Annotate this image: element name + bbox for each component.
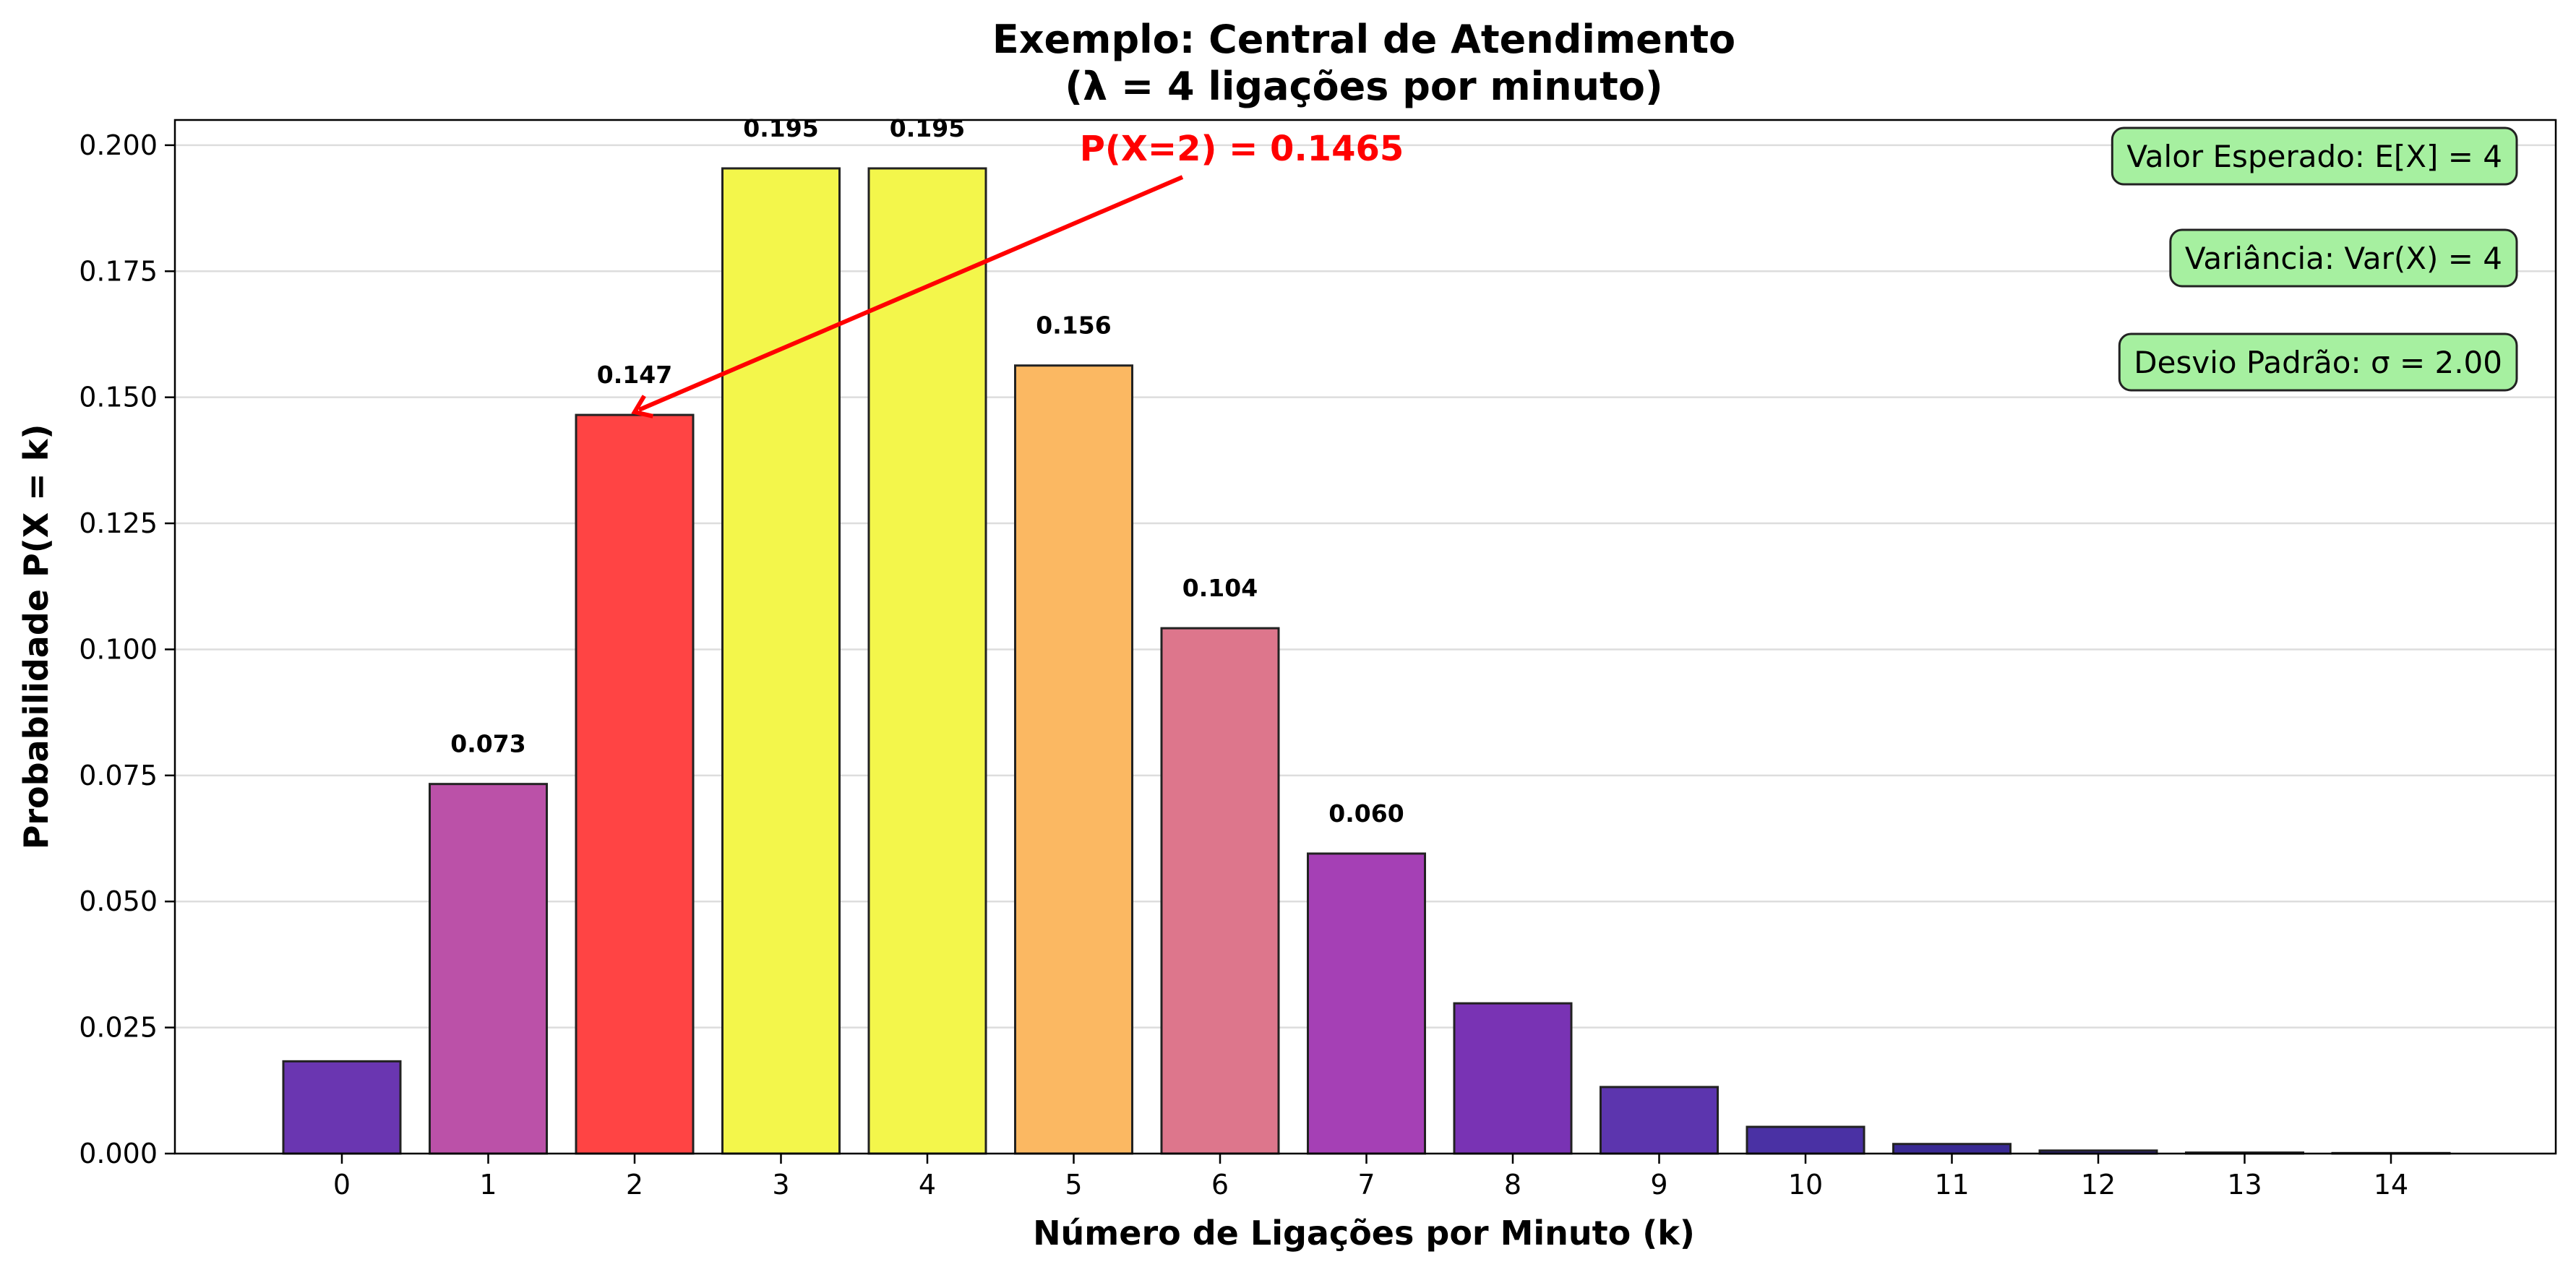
stat-text: Variância: Var(X) = 4	[2185, 241, 2502, 276]
y-tick-label: 0.100	[79, 633, 158, 665]
gridlines	[175, 144, 2556, 1155]
data-label: 0.060	[1328, 799, 1404, 828]
bar-k-2	[575, 413, 695, 1155]
x-tick-label: 7	[1357, 1169, 1375, 1201]
x-tick-label: 6	[1211, 1169, 1229, 1201]
bar-k-10	[1746, 1125, 1866, 1155]
data-label: 0.195	[743, 114, 818, 142]
stats-boxes: Valor Esperado: E[X] = 4 Variância: Var(X…	[2111, 126, 2518, 392]
bar-k-9	[1600, 1086, 1719, 1155]
bar-k-11	[1892, 1143, 2012, 1155]
annotation-arrowhead	[631, 395, 654, 418]
bar-k-4	[867, 167, 987, 1155]
data-label: 0.147	[597, 361, 672, 389]
x-tick-label: 14	[2374, 1169, 2408, 1201]
bar-k-7	[1307, 852, 1426, 1155]
chart-title-line2: (λ = 4 ligações por minuto)	[1065, 64, 1662, 109]
y-tick-label: 0.175	[79, 255, 158, 287]
x-tick-label: 5	[1065, 1169, 1082, 1201]
x-tick-label: 3	[772, 1169, 789, 1201]
x-axis-ticks: 0 1 2 3 4 5 6 7 8 9 10 11 12 13 14	[333, 1154, 2408, 1201]
data-labels: 0.073 0.147 0.195 0.195 0.156 0.104 0.060	[450, 114, 1404, 828]
y-tick-label: 0.200	[79, 129, 158, 161]
stat-box	[2118, 332, 2518, 392]
annotation: P(X=2) = 0.1465	[631, 129, 1404, 418]
y-axis-label: Probabilidade P(X = k)	[17, 424, 56, 850]
data-label: 0.156	[1036, 312, 1111, 340]
y-axis-ticks: 0.000 0.025 0.050 0.075 0.100 0.125 0.150 0.175…	[79, 129, 175, 1169]
stat-box	[2169, 228, 2518, 288]
x-tick-label: 4	[919, 1169, 936, 1201]
x-tick-label: 10	[1788, 1169, 1823, 1201]
bar-k-0	[282, 1060, 402, 1155]
bars	[282, 167, 2451, 1155]
x-tick-label: 9	[1650, 1169, 1667, 1201]
chart-title-line1: Exemplo: Central de Atendimento	[992, 17, 1735, 62]
data-label: 0.073	[450, 730, 525, 758]
y-tick-label: 0.050	[79, 885, 158, 917]
annotation-arrow	[637, 175, 1184, 412]
x-tick-label: 13	[2227, 1169, 2262, 1201]
y-tick-label: 0.000	[79, 1138, 158, 1169]
bar-k-5	[1014, 364, 1133, 1155]
x-tick-label: 2	[626, 1169, 643, 1201]
x-tick-label: 1	[479, 1169, 497, 1201]
y-tick-label: 0.125	[79, 507, 158, 539]
bar-k-3	[721, 167, 841, 1155]
data-label: 0.104	[1182, 574, 1258, 602]
y-tick-label: 0.150	[79, 382, 158, 413]
stat-text: Valor Esperado: E[X] = 4	[2126, 139, 2502, 174]
stat-text: Desvio Padrão: σ = 2.00	[2134, 345, 2502, 380]
x-tick-label: 0	[333, 1169, 351, 1201]
y-tick-label: 0.075	[79, 760, 158, 791]
bar-k-1	[429, 783, 548, 1155]
plot-frame	[173, 119, 2557, 1155]
x-axis-label: Número de Ligações por Minuto (k)	[1033, 1214, 1695, 1253]
y-tick-label: 0.025	[79, 1012, 158, 1044]
x-tick-label: 12	[2081, 1169, 2116, 1201]
data-label: 0.195	[890, 114, 965, 142]
x-tick-label: 8	[1504, 1169, 1521, 1201]
stat-box	[2111, 126, 2518, 186]
bar-k-8	[1453, 1002, 1573, 1155]
x-tick-label: 11	[1934, 1169, 1969, 1201]
annotation-label: P(X=2) = 0.1465	[1080, 129, 1404, 169]
bar-k-6	[1160, 627, 1280, 1155]
